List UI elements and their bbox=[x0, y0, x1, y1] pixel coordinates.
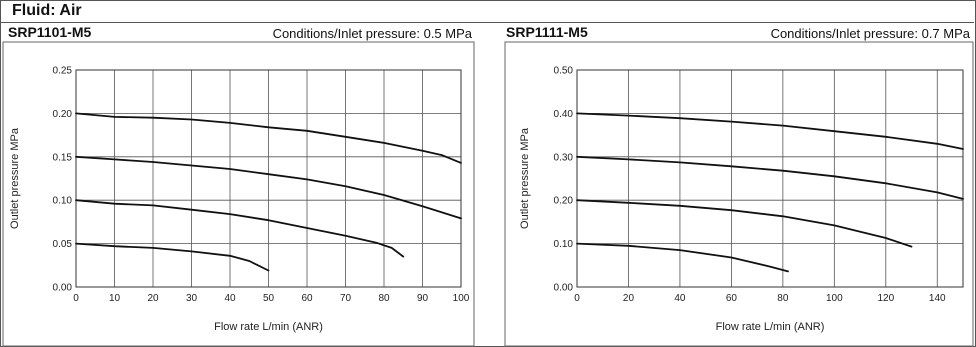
y-tick-label: 0.20 bbox=[53, 109, 73, 120]
x-tick-label: 40 bbox=[674, 293, 686, 304]
x-tick-label: 70 bbox=[340, 293, 352, 304]
x-tick-label: 10 bbox=[109, 293, 121, 304]
y-axis-label: Outlet pressure MPa bbox=[519, 127, 531, 229]
y-axis-label: Outlet pressure MPa bbox=[9, 127, 21, 229]
series-line-1 bbox=[576, 112, 964, 150]
x-axis-label: Flow rate L/min (ANR) bbox=[716, 321, 825, 333]
conditions-label-right: Conditions/Inlet pressure: 0.7 MPa bbox=[770, 26, 970, 41]
y-tick-label: 0.20 bbox=[554, 196, 574, 207]
x-axis-label: Flow rate L/min (ANR) bbox=[214, 321, 323, 333]
fluid-label: Fluid: Air bbox=[12, 2, 82, 19]
y-tick-label: 0.50 bbox=[554, 66, 574, 77]
x-tick-label: 0 bbox=[574, 293, 580, 304]
x-tick-label: 30 bbox=[186, 293, 198, 304]
x-tick-label: 100 bbox=[826, 293, 843, 304]
x-tick-label: 20 bbox=[623, 293, 635, 304]
x-tick-label: 20 bbox=[147, 293, 159, 304]
model-label-left: SRP1101-M5 bbox=[8, 24, 92, 40]
y-tick-label: 0.10 bbox=[53, 196, 73, 207]
y-tick-label: 0.00 bbox=[53, 283, 73, 294]
series-line-3 bbox=[75, 199, 405, 258]
x-tick-label: 80 bbox=[378, 293, 390, 304]
y-tick-label: 0.05 bbox=[53, 239, 73, 250]
chart-panel-frame bbox=[2, 41, 475, 347]
x-tick-label: 40 bbox=[224, 293, 236, 304]
plot-area-border bbox=[75, 69, 462, 288]
x-tick-label: 60 bbox=[726, 293, 738, 304]
fluid-header: Fluid: Air bbox=[0, 0, 974, 23]
series-line-2 bbox=[75, 155, 462, 220]
plot-area-border bbox=[576, 69, 964, 288]
series-line-2 bbox=[576, 155, 964, 200]
y-tick-label: 0.40 bbox=[554, 109, 574, 120]
conditions-label-left: Conditions/Inlet pressure: 0.5 MPa bbox=[272, 26, 472, 41]
y-tick-label: 0.25 bbox=[53, 66, 73, 77]
y-tick-label: 0.15 bbox=[53, 152, 73, 163]
x-tick-label: 140 bbox=[929, 293, 946, 304]
y-tick-label: 0.30 bbox=[554, 152, 574, 163]
series-line-1 bbox=[75, 112, 462, 164]
x-tick-label: 90 bbox=[417, 293, 429, 304]
x-tick-label: 50 bbox=[263, 293, 275, 304]
y-tick-label: 0.00 bbox=[554, 283, 574, 294]
x-tick-label: 120 bbox=[877, 293, 894, 304]
y-tick-label: 0.10 bbox=[554, 239, 574, 250]
series-line-4 bbox=[576, 242, 789, 273]
x-tick-label: 60 bbox=[301, 293, 313, 304]
x-tick-label: 100 bbox=[453, 293, 470, 304]
series-line-4 bbox=[75, 242, 270, 272]
series-line-3 bbox=[576, 199, 913, 248]
model-label-right: SRP1111-M5 bbox=[506, 24, 588, 40]
chart-panel-frame bbox=[504, 41, 974, 347]
x-tick-label: 0 bbox=[73, 293, 79, 304]
x-tick-label: 80 bbox=[777, 293, 789, 304]
